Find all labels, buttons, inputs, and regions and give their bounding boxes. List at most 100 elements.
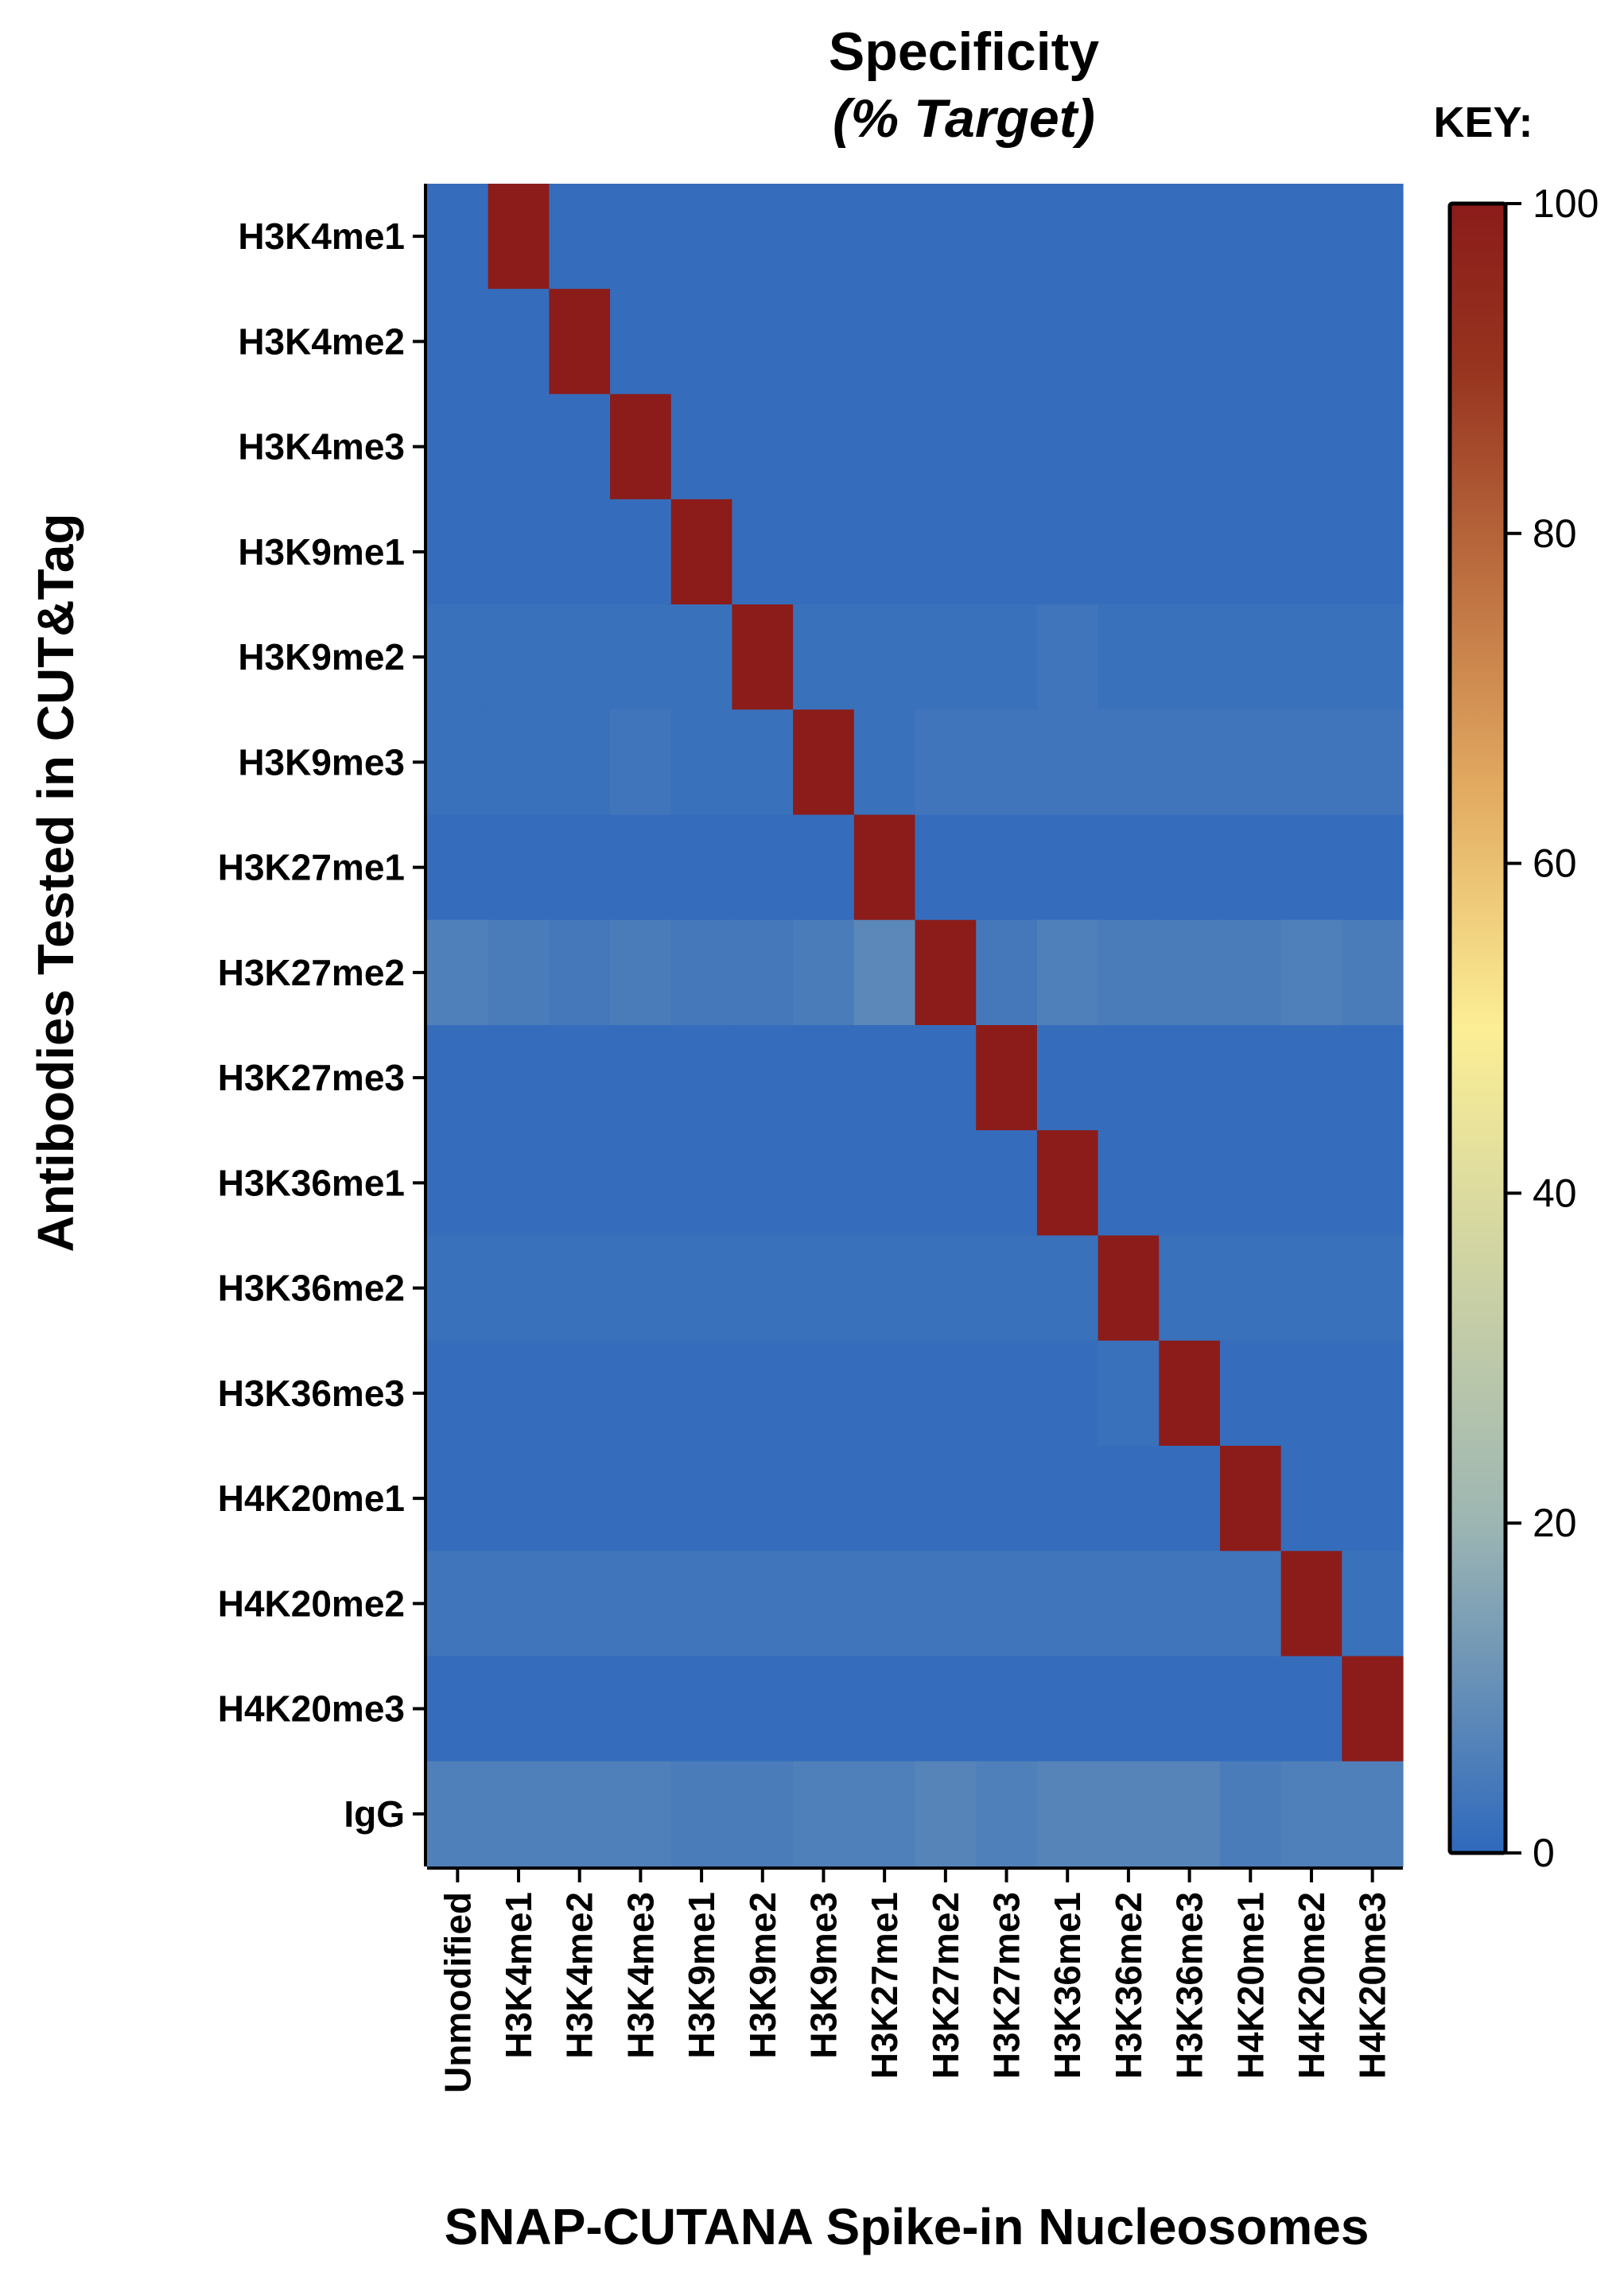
heatmap-cell [549, 1340, 611, 1447]
heatmap-cell [427, 289, 489, 395]
heatmap-cell [1036, 394, 1099, 500]
heatmap-cell [488, 1235, 550, 1342]
heatmap-cell [1159, 499, 1221, 605]
heatmap-cell [1280, 1761, 1342, 1867]
heatmap-cell [427, 1446, 489, 1552]
colorbar-gradient [1447, 201, 1508, 1855]
heatmap-cell [1159, 709, 1221, 816]
heatmap-cell [1098, 1235, 1160, 1342]
heatmap-cell [853, 814, 916, 921]
column-labels: Unmodified H3K4me1 H3K4me2 H3K4me3 H3K9me1 H3… [427, 1866, 1403, 2093]
colorbar-tick-label: 40 [1533, 1171, 1577, 1215]
heatmap-cell [793, 814, 855, 921]
colorbar: 0 20 40 60 80 100 [1447, 181, 1599, 1875]
heatmap-cell [1159, 919, 1221, 1026]
heatmap-cell [549, 1235, 611, 1342]
heatmap-cell [915, 1761, 977, 1867]
heatmap-cell [1280, 1551, 1342, 1657]
heatmap-cell [549, 1551, 611, 1657]
heatmap-cell [1159, 1130, 1221, 1237]
heatmap-cell [976, 184, 1038, 289]
heatmap-cell [1159, 394, 1221, 500]
heatmap-cell [732, 1235, 794, 1342]
row-label: H4K20me1 [218, 1478, 405, 1519]
column-label: H3K4me1 [498, 1892, 539, 2059]
heatmap-cell [915, 919, 977, 1026]
column-label: H3K9me1 [681, 1892, 722, 2059]
heatmap-cell [1219, 1551, 1282, 1657]
column-label: H4K20me3 [1352, 1892, 1393, 2079]
heatmap-cell [1219, 919, 1282, 1026]
heatmap-cell [427, 499, 489, 605]
row-label: IgG [344, 1793, 405, 1835]
heatmap-cell [853, 1025, 916, 1131]
heatmap-cell [549, 499, 611, 605]
heatmap-cell [853, 1340, 916, 1447]
heatmap-cell [549, 1761, 611, 1867]
heatmap-cell [1342, 1130, 1404, 1237]
heatmap-cell [1159, 1025, 1221, 1131]
heatmap-cell [915, 499, 977, 605]
column-label: H3K36me2 [1108, 1892, 1149, 2079]
row-label: H3K4me2 [238, 320, 405, 362]
heatmap-cell [793, 709, 855, 816]
heatmap-cell [853, 604, 916, 710]
heatmap-cell [732, 394, 794, 500]
row-label: H3K27me2 [218, 952, 405, 993]
heatmap-cell [1342, 1025, 1404, 1131]
heatmap-cell [610, 1761, 672, 1867]
heatmap-cell [915, 1446, 977, 1552]
heatmap-cell [610, 1340, 672, 1447]
heatmap-cell [670, 1656, 733, 1762]
heatmap-cell [488, 1340, 550, 1447]
column-label: H3K27me2 [925, 1892, 966, 2079]
heatmap-cell [670, 1761, 733, 1867]
heatmap-cell [915, 289, 977, 395]
heatmap-cell [732, 814, 794, 921]
y-axis-title: Antibodies Tested in CUT&Tag [27, 513, 84, 1252]
chart-subtitle: (% Target) [833, 88, 1095, 149]
heatmap-cell [976, 499, 1038, 605]
heatmap-cell [1280, 709, 1342, 816]
heatmap-cell [915, 184, 977, 289]
heatmap-cell [427, 604, 489, 710]
heatmap-cell [488, 184, 550, 289]
heatmap-cell [427, 394, 489, 500]
row-label: H3K9me2 [238, 636, 405, 678]
heatmap-cell [793, 499, 855, 605]
heatmap-cell [1098, 1656, 1160, 1762]
heatmap-cell [732, 184, 794, 289]
heatmap-cell [670, 1025, 733, 1131]
heatmap-cell [670, 814, 733, 921]
heatmap-cell [1342, 394, 1404, 500]
heatmap-cell [610, 289, 672, 395]
heatmap-cell [732, 1130, 794, 1237]
heatmap-cell [1280, 1025, 1342, 1131]
heatmap-cell [610, 394, 672, 500]
row-label: H3K36me2 [218, 1268, 405, 1309]
heatmap-cell [1342, 184, 1404, 289]
heatmap-cell [670, 1551, 733, 1657]
heatmap-cell [853, 919, 916, 1026]
heatmap-cell [1280, 919, 1342, 1026]
heatmap-cell [488, 919, 550, 1026]
heatmap-cell [549, 394, 611, 500]
heatmap-cell [610, 1551, 672, 1657]
row-label: H4K20me3 [218, 1688, 405, 1730]
heatmap-cell [549, 1130, 611, 1237]
heatmap-cell [670, 184, 733, 289]
heatmap-cell [1280, 394, 1342, 500]
heatmap-cell [1280, 1130, 1342, 1237]
column-label: H4K20me1 [1230, 1892, 1271, 2079]
heatmap-cell [610, 709, 672, 816]
heatmap-cell [1098, 1551, 1160, 1657]
heatmap-cell [1036, 1235, 1099, 1342]
heatmap-cell [1280, 604, 1342, 710]
heatmap-cell [488, 499, 550, 605]
heatmap-cell [549, 184, 611, 289]
heatmap-cell [732, 1340, 794, 1447]
heatmap-cell [1098, 289, 1160, 395]
heatmap-cell [915, 709, 977, 816]
column-label: H3K36me1 [1047, 1892, 1088, 2079]
heatmap-cell [610, 1235, 672, 1342]
